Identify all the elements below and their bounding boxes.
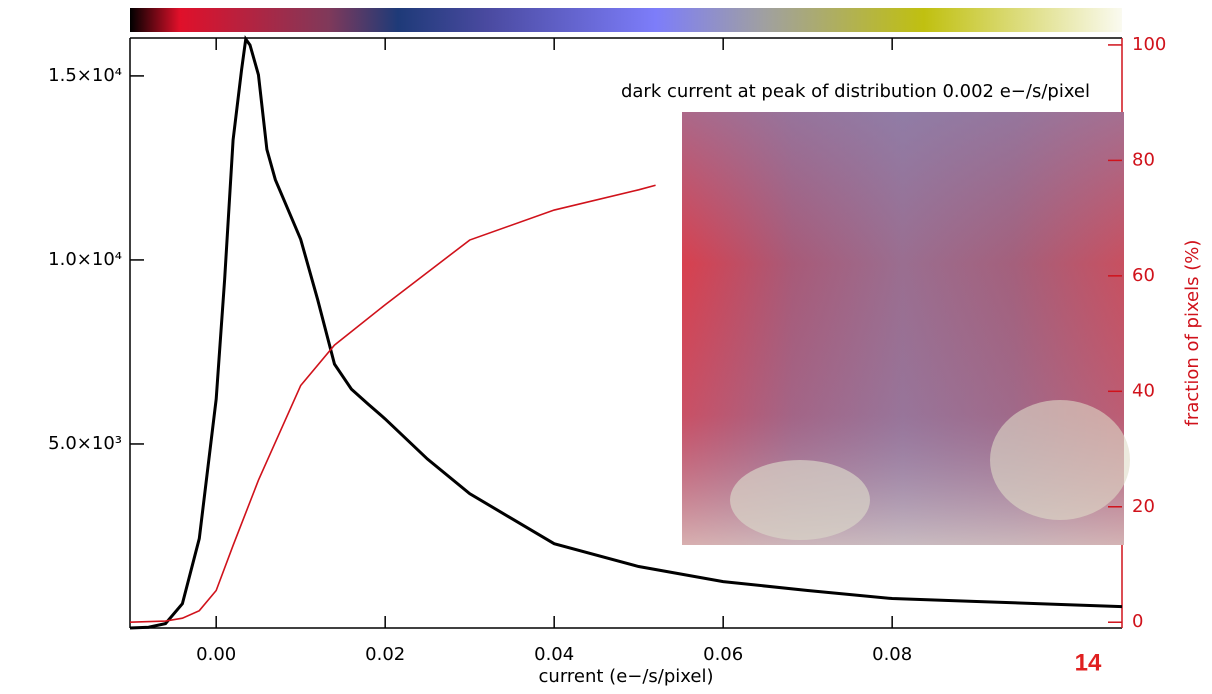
series-line <box>129 184 656 624</box>
series-line <box>129 35 1123 630</box>
page-number: 14 <box>1075 649 1102 676</box>
inset-image <box>682 112 1130 545</box>
y2-tick-label: 0 <box>1132 611 1143 632</box>
x-tick-label: 0.06 <box>703 644 743 665</box>
y2-tick-label: 100 <box>1132 34 1166 55</box>
y-tick-label: 1.0×10⁴ <box>48 249 122 270</box>
y2-tick-label: 40 <box>1132 380 1155 401</box>
y2-tick-label: 20 <box>1132 496 1155 517</box>
x-tick-label: 0.08 <box>872 644 912 665</box>
inset-bright <box>990 400 1130 520</box>
x-axis-label: current (e−/s/pixel) <box>539 666 714 687</box>
x-tick-label: 0.00 <box>196 644 236 665</box>
colorbar <box>130 8 1122 32</box>
y-tick-label: 5.0×10³ <box>48 433 122 454</box>
x-tick-label: 0.04 <box>534 644 574 665</box>
y2-axis-label: fraction of pixels (%) <box>1182 240 1203 427</box>
inset-bright <box>730 460 870 540</box>
y2-tick-label: 60 <box>1132 265 1155 286</box>
annotation: dark current at peak of distribution 0.0… <box>621 81 1090 102</box>
plot-area <box>129 35 1123 630</box>
y-tick-label: 1.5×10⁴ <box>48 65 122 86</box>
x-tick-label: 0.02 <box>365 644 405 665</box>
y2-tick-label: 80 <box>1132 149 1155 170</box>
